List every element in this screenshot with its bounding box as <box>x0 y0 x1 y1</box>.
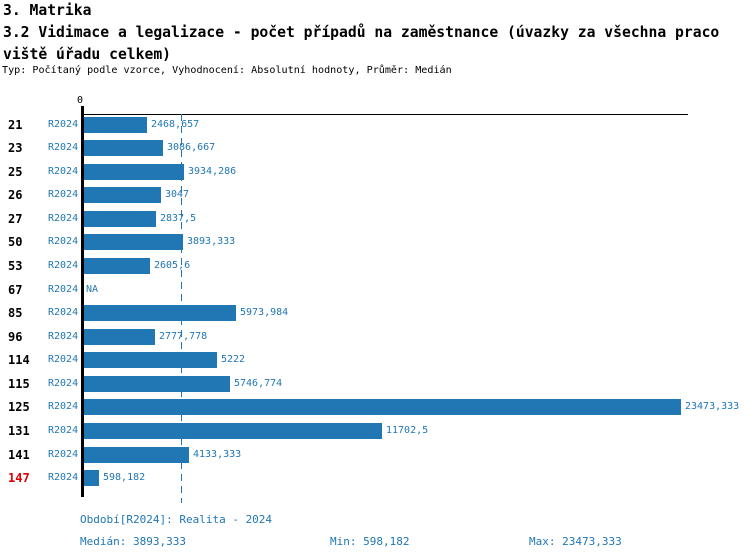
bar <box>84 470 99 487</box>
chart-row: 85 R2024 5973,984 <box>0 301 750 325</box>
bar <box>84 258 150 274</box>
chart-row: 50 R2024 3893,333 <box>0 230 750 254</box>
row-period-label: R2024 <box>48 377 79 389</box>
bar <box>84 187 161 204</box>
row-value-label: 5746,774 <box>234 377 283 389</box>
row-period-label: R2024 <box>48 236 79 248</box>
row-value-label: 2777,778 <box>159 330 208 342</box>
row-value-label: 3893,333 <box>187 236 236 248</box>
row-id-label: 27 <box>8 211 23 226</box>
bar <box>84 328 155 345</box>
chart-row: 25 R2024 3934,286 <box>0 160 750 184</box>
row-period-label: R2024 <box>48 189 79 201</box>
row-period-label: R2024 <box>48 354 79 366</box>
footer-median: Medián: 3893,333 <box>80 535 186 548</box>
chart-meta-info: Typ: Počítaný podle vzorce, Vyhodnocení:… <box>2 65 452 76</box>
row-period-label: R2024 <box>48 330 79 342</box>
row-value-label: 23473,333 <box>685 401 740 413</box>
chart-row: 147 R2024 598,182 <box>0 466 750 490</box>
chart-row: 23 R2024 3086,667 <box>0 136 750 160</box>
row-value-label: 5973,984 <box>240 307 289 319</box>
row-id-label: 114 <box>8 353 30 368</box>
row-value-label: 2605,6 <box>154 260 191 271</box>
row-value-label: 2837,5 <box>160 212 197 224</box>
row-period-label: R2024 <box>48 448 79 460</box>
bar <box>84 210 156 227</box>
row-value-label: 3047 <box>165 189 190 201</box>
row-value-label: 598,182 <box>103 472 146 484</box>
bar <box>84 375 230 392</box>
row-id-label: 53 <box>8 259 23 273</box>
footer-min: Min: 598,182 <box>330 535 410 548</box>
row-id-label: 23 <box>8 141 23 156</box>
bar <box>84 352 217 369</box>
bar <box>84 116 147 133</box>
chart-row: 125 R2024 23473,333 <box>0 395 750 419</box>
chart-row: 27 R2024 2837,5 <box>0 207 750 231</box>
bar <box>84 399 681 416</box>
section-title: 3. Matrika <box>3 2 92 19</box>
row-period-label: R2024 <box>48 424 79 436</box>
row-period-label: R2024 <box>48 212 79 224</box>
row-period-label: R2024 <box>48 118 79 130</box>
row-value-label: 5222 <box>221 354 246 366</box>
bar <box>84 234 183 251</box>
row-id-label: 26 <box>8 188 23 203</box>
row-value-label: 3086,667 <box>167 142 216 154</box>
chart-row: 141 R2024 4133,333 <box>0 443 750 467</box>
row-id-label: 25 <box>8 164 23 179</box>
row-id-label: 21 <box>8 117 23 132</box>
bar <box>84 163 184 180</box>
axis-origin-label: 0 <box>77 95 84 106</box>
chart-row: 115 R2024 5746,774 <box>0 372 750 396</box>
row-value-label: 4133,333 <box>193 448 242 460</box>
chart-row: 26 R2024 3047 <box>0 183 750 207</box>
row-id-label: 50 <box>8 235 23 250</box>
y-axis-line <box>81 106 84 497</box>
footer-max: Max: 23473,333 <box>529 535 622 548</box>
row-value-label: 2468,657 <box>151 118 200 130</box>
chart-row: 114 R2024 5222 <box>0 348 750 372</box>
row-id-label: 96 <box>8 329 23 344</box>
row-period-label: R2024 <box>48 142 79 154</box>
row-value-label: 3934,286 <box>188 165 237 177</box>
row-value-label: NA <box>86 283 99 295</box>
row-period-label: R2024 <box>48 307 79 319</box>
row-period-label: R2024 <box>48 165 79 177</box>
row-id-label: 67 <box>8 282 23 297</box>
chart-row: 67 R2024 NA <box>0 278 750 302</box>
bar <box>84 305 236 322</box>
row-id-label: 141 <box>8 447 30 462</box>
chart-row: 21 R2024 2468,657 <box>0 113 750 137</box>
chart-title-line2: viště úřadu celkem) <box>3 46 172 63</box>
bar <box>84 140 163 157</box>
x-axis-line <box>82 114 688 115</box>
row-period-label: R2024 <box>48 401 79 413</box>
row-id-label: 147 <box>8 471 30 486</box>
row-period-label: R2024 <box>48 472 79 484</box>
chart-row: 96 R2024 2777,778 <box>0 325 750 349</box>
row-id-label: 85 <box>8 306 23 321</box>
chart-row: 53 R2024 2605,6 <box>0 254 750 278</box>
chart-title-line1: 3.2 Vidimace a legalizace - počet případ… <box>3 24 720 41</box>
row-value-label: 11702,5 <box>386 424 429 436</box>
footer-period-info: Období[R2024]: Realita - 2024 <box>80 513 273 526</box>
row-id-label: 131 <box>8 423 30 438</box>
row-id-label: 125 <box>8 400 30 415</box>
chart-row: 131 R2024 11702,5 <box>0 419 750 443</box>
row-id-label: 115 <box>8 376 30 391</box>
row-period-label: R2024 <box>48 283 79 295</box>
bar <box>84 446 189 463</box>
row-period-label: R2024 <box>48 260 79 271</box>
bar <box>84 422 382 439</box>
